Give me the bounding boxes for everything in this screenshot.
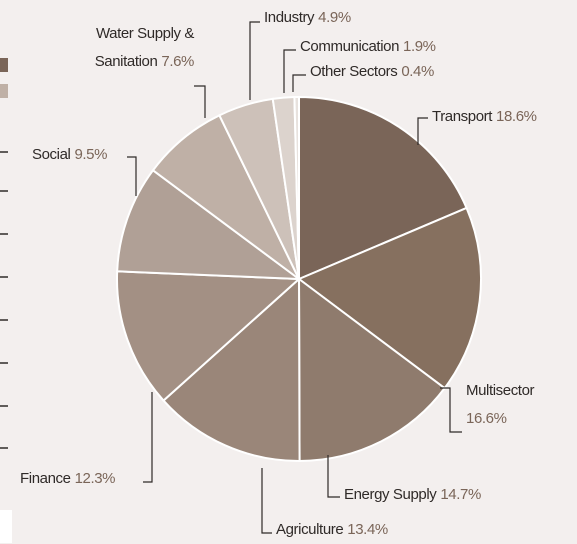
slice [297,206,482,390]
value-label: 4.9% [318,9,351,26]
slice [293,95,300,280]
value-label: 14.7% [440,486,481,503]
value-label: 16.6% [466,410,507,427]
leader-lines [127,21,462,534]
slice-label: Transport 18.6% [432,103,537,131]
pie [116,95,482,463]
value-label: 1.9% [403,38,436,55]
value-label: 7.6% [161,53,194,70]
crop-edge [0,510,12,543]
slice-label: Social 9.5% [32,141,107,169]
slice-label: Industry 4.9% [264,4,351,32]
category-name: Social [32,146,71,163]
slice [298,95,468,281]
slice [297,276,447,463]
category-name: Agriculture [276,521,344,538]
category-name: Energy Supply [344,486,437,503]
value-label: 0.4% [401,63,434,80]
category-name: Industry [264,9,315,26]
category-name: Finance [20,470,71,487]
legend-fragment [0,58,8,72]
slice [162,276,301,462]
slice [116,168,303,281]
slice [116,270,302,402]
slice-label: Communication 1.9% [300,33,436,61]
category-name: Multisector [466,382,535,399]
value-label: 12.3% [74,470,116,487]
slice-label: Other Sectors 0.4% [310,58,434,86]
slice-label: Agriculture 13.4% [276,516,388,544]
value-label: 18.6% [496,108,537,125]
edge-ticks [0,151,8,449]
slice-label: Energy Supply 14.7% [344,481,481,509]
category-name: Other Sectors [310,63,398,80]
category-name: Water Supply & Sanitation [94,25,195,70]
slice-label: Water Supply & Sanitation 7.6% [20,20,195,76]
slice-label: Multisector 16.6% [466,377,535,433]
legend-fragment [0,84,8,98]
slice-label: Finance 12.3% [20,465,116,493]
value-label: 13.4% [347,521,388,538]
category-name: Transport [432,108,493,125]
category-name: Communication [300,38,400,55]
value-label: 9.5% [74,146,108,163]
